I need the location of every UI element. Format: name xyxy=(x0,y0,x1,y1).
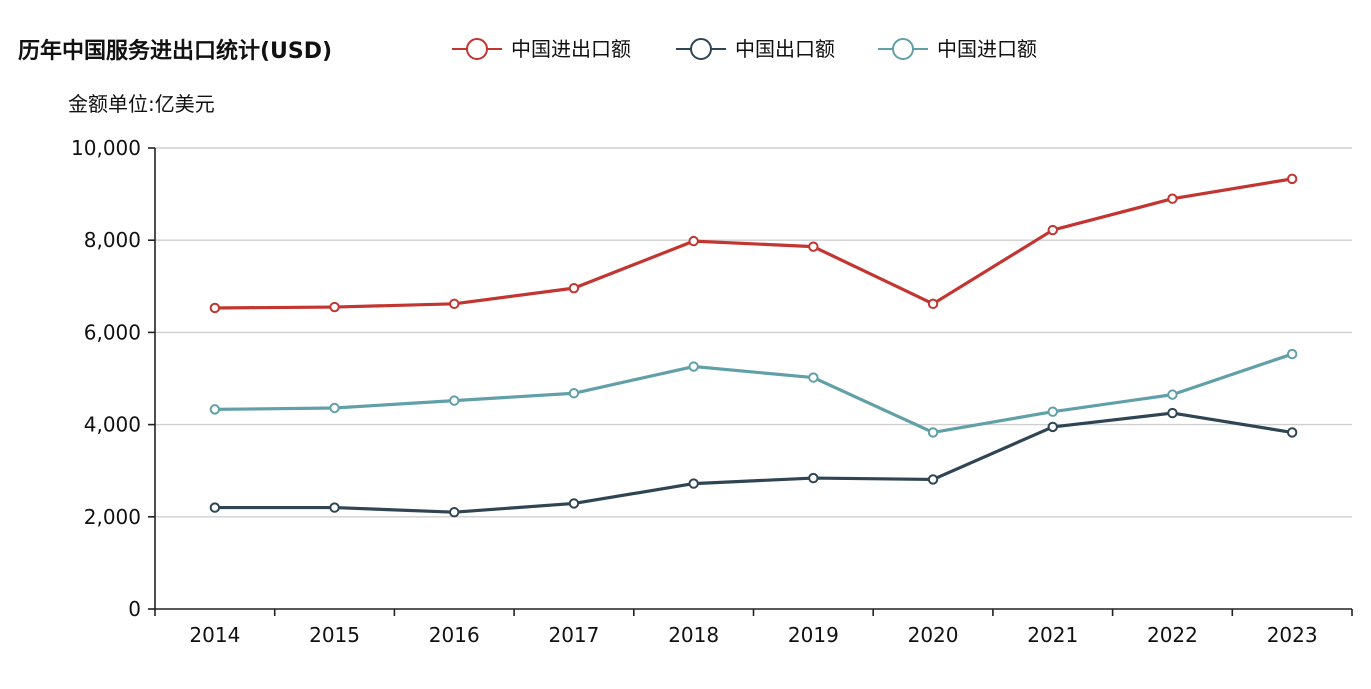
x-tick-label: 2014 xyxy=(189,623,240,647)
chart-legend: 中国进出口额 中国出口额 中国进口额 xyxy=(452,37,1037,61)
data-point[interactable] xyxy=(688,235,699,247)
x-tick-label: 2018 xyxy=(668,623,719,647)
grid-lines xyxy=(155,147,1352,518)
x-tick-label: 2023 xyxy=(1267,623,1318,647)
data-point[interactable] xyxy=(927,474,939,485)
series-2 xyxy=(209,407,1298,518)
data-point[interactable] xyxy=(1286,348,1298,360)
data-point[interactable] xyxy=(1047,224,1058,236)
data-point[interactable] xyxy=(927,427,939,438)
legend-label: 中国进出口额 xyxy=(511,37,631,61)
data-point[interactable] xyxy=(568,388,580,399)
y-tick-label: 0 xyxy=(128,597,141,621)
series-line xyxy=(214,352,1293,435)
y-tick-label: 8,000 xyxy=(84,228,141,252)
data-point[interactable] xyxy=(449,298,460,310)
series-1 xyxy=(209,173,1298,314)
data-point[interactable] xyxy=(568,498,580,509)
legend-marker-icon xyxy=(690,38,712,60)
data-point[interactable] xyxy=(1286,427,1298,438)
x-tick-label: 2017 xyxy=(548,623,599,647)
data-point[interactable] xyxy=(1167,193,1178,204)
data-point[interactable] xyxy=(1286,173,1298,185)
data-point[interactable] xyxy=(808,372,819,383)
legend-marker-icon xyxy=(892,38,914,60)
data-point[interactable] xyxy=(329,301,340,313)
legend-item[interactable]: 中国出口额 xyxy=(676,37,835,61)
series-lines xyxy=(209,173,1298,518)
data-point[interactable] xyxy=(1047,406,1058,417)
x-axis: 2014 2015 2016 2017 2018 2019 2020 2021 2022 2023 xyxy=(154,148,1353,647)
legend-item[interactable]: 中国进口额 xyxy=(878,37,1037,61)
y-tick-label: 4,000 xyxy=(84,413,141,437)
x-tick-label: 2020 xyxy=(908,623,959,647)
legend-item[interactable]: 中国进出口额 xyxy=(452,37,631,61)
data-point[interactable] xyxy=(688,361,699,372)
data-point[interactable] xyxy=(1167,407,1178,419)
y-axis-unit-label: 金额单位:亿美元 xyxy=(68,92,215,116)
y-tick-label: 2,000 xyxy=(84,505,141,529)
data-point[interactable] xyxy=(209,302,221,314)
data-point[interactable] xyxy=(449,506,460,518)
chart-title: 历年中国服务进出口统计(USD) xyxy=(18,38,332,64)
series-line xyxy=(214,411,1293,514)
data-point[interactable] xyxy=(209,404,221,415)
data-point[interactable] xyxy=(808,472,819,484)
data-point[interactable] xyxy=(568,282,580,294)
legend-label: 中国出口额 xyxy=(735,37,835,61)
x-tick-label: 2019 xyxy=(788,623,839,647)
legend-marker-icon xyxy=(466,38,488,60)
x-tick-label: 2016 xyxy=(429,623,480,647)
data-point[interactable] xyxy=(1167,389,1178,400)
data-point[interactable] xyxy=(688,478,699,489)
y-tick-label: 10,000 xyxy=(71,136,141,160)
x-tick-label: 2021 xyxy=(1027,623,1078,647)
data-point[interactable] xyxy=(209,502,221,513)
series-3 xyxy=(209,348,1298,438)
y-tick-label: 6,000 xyxy=(84,320,141,344)
x-tick-label: 2015 xyxy=(309,623,360,647)
data-point[interactable] xyxy=(927,298,939,310)
data-point[interactable] xyxy=(329,402,340,414)
legend-label: 中国进口额 xyxy=(937,37,1037,61)
y-axis-ticks: 0 2,000 4,000 6,000 8,000 10,000 xyxy=(71,136,155,621)
data-point[interactable] xyxy=(449,395,460,406)
data-point[interactable] xyxy=(329,502,340,513)
x-tick-label: 2022 xyxy=(1147,623,1198,647)
series-line xyxy=(214,177,1293,310)
data-point[interactable] xyxy=(1047,421,1058,433)
data-point[interactable] xyxy=(808,241,819,252)
